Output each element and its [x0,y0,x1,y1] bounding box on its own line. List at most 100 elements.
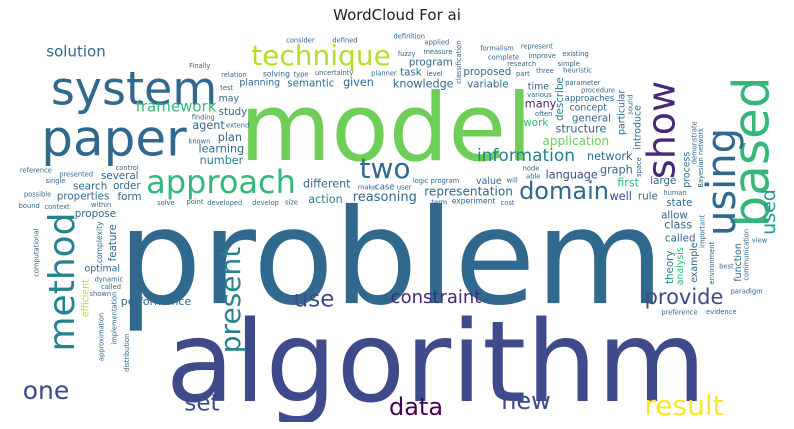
word-time: time [528,81,549,92]
word-applied: applied [425,39,450,47]
word-allow: allow [661,209,688,221]
word-general: general [572,113,611,125]
word-analysis: analysis [675,247,686,285]
word-uncertainty: uncertainty [315,69,353,77]
word-type: type [294,71,309,79]
word-introduce: introduce [632,105,643,150]
word-used: used [758,189,778,235]
word-implementation: implementation [111,292,119,345]
word-search: search [73,181,107,193]
word-graph: graph [600,164,633,177]
word-classification: classification [455,41,463,84]
word-task: task [400,67,422,79]
word-finally: Finally [189,62,210,70]
word-preference: preference [661,308,697,316]
word-developed: developed [207,199,242,207]
word-system: system [51,62,217,116]
word-knowledge: knowledge [393,77,454,90]
word-show: show [640,81,684,179]
word-sound: sound [626,94,634,114]
word-set: set [184,391,219,417]
word-application: application [542,134,609,148]
word-function: function [733,243,744,281]
word-human: human [663,189,686,197]
word-existing: existing [562,50,588,58]
word-finding: finding [192,114,215,122]
word-reasoning: reasoning [353,190,417,205]
word-able: able [526,172,540,180]
wordcloud-canvas: problem algorithm model system paper based usi… [16,32,778,422]
word-semantic: semantic [287,77,334,89]
word-dynamic: dynamic [95,276,124,284]
word-result: result [644,389,723,422]
word-representation: representation [424,184,513,198]
word-important: important [698,215,706,248]
word-agent: agent [192,119,225,132]
word-use: use [294,287,335,313]
word-relation: relation [221,71,246,79]
word-called: called [101,283,121,291]
word-domain: domain [519,177,609,205]
word-network: network [587,150,633,163]
word-using: using [699,128,745,236]
word-planner: planner [371,69,397,77]
word-parameter: parameter [565,79,601,87]
word-level: level [427,70,443,78]
word-particular: particular [616,90,627,135]
word-planning: planning [239,78,280,89]
word-process: process [681,152,692,188]
word-several: several [101,170,139,182]
word-part: part [516,70,530,78]
word-feature: feature [107,224,119,261]
word-called: called [665,232,696,244]
word-heuristic: heuristic [563,67,592,75]
word-approximation: approximation [97,313,105,361]
word-term: term [431,199,447,207]
word-present: present [214,247,247,353]
word-extend: extend [226,122,249,130]
word-theory: theory [664,250,676,284]
word-action: action [308,193,342,206]
word-variable: variable [467,79,509,91]
word-describe: describe [554,77,566,121]
word-cost: cost [501,199,515,207]
word-paper: paper [41,110,187,168]
word-fuzzy: fuzzy [398,50,416,58]
chart-title: WordCloud For ai [333,6,461,24]
word-model: model [240,74,533,183]
word-proposed: proposed [463,66,511,78]
word-formalism: formalism [480,45,513,53]
word-may: may [219,94,240,105]
word-study: study [219,106,248,118]
word-various: various [527,91,552,99]
word-environment: environment [708,242,716,285]
word-context: context [44,203,70,211]
word-definition: definition [393,32,424,40]
word-develop: develop [252,199,279,207]
word-make: make [358,183,376,191]
word-communication: communication [742,229,750,281]
word-size: size [285,198,298,206]
word-case: case [375,183,395,193]
word-evidence: evidence [706,308,736,316]
word-research: research [507,60,536,68]
word-information: information [477,146,575,166]
word-state: state [666,197,692,209]
word-first: first [617,176,639,189]
word-given: given [343,76,374,89]
word-complete: complete [488,54,519,62]
word-method: method [42,212,83,351]
word-often: often [535,110,552,118]
word-approach: approach [146,163,296,201]
word-number: number [200,154,244,167]
word-technique: technique [251,39,391,72]
word-plan: plan [218,131,242,144]
word-performance: performance [121,295,192,308]
word-complexity: complexity [95,221,104,263]
word-control: control [116,164,139,172]
word-simple: simple [558,60,580,68]
word-improve: improve [528,52,555,60]
word-structure: structure [556,123,607,136]
word-program: program [409,57,453,69]
word-problem: problem [118,181,664,335]
